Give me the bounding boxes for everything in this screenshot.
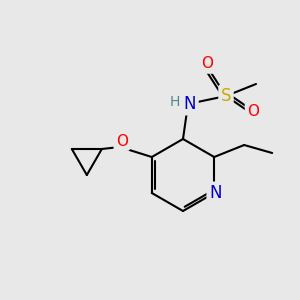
Text: N: N (184, 95, 196, 113)
Text: H: H (170, 95, 180, 109)
Text: O: O (116, 134, 128, 148)
Text: S: S (221, 87, 231, 105)
Text: N: N (209, 184, 221, 202)
Text: O: O (247, 103, 259, 118)
Text: O: O (201, 56, 213, 71)
